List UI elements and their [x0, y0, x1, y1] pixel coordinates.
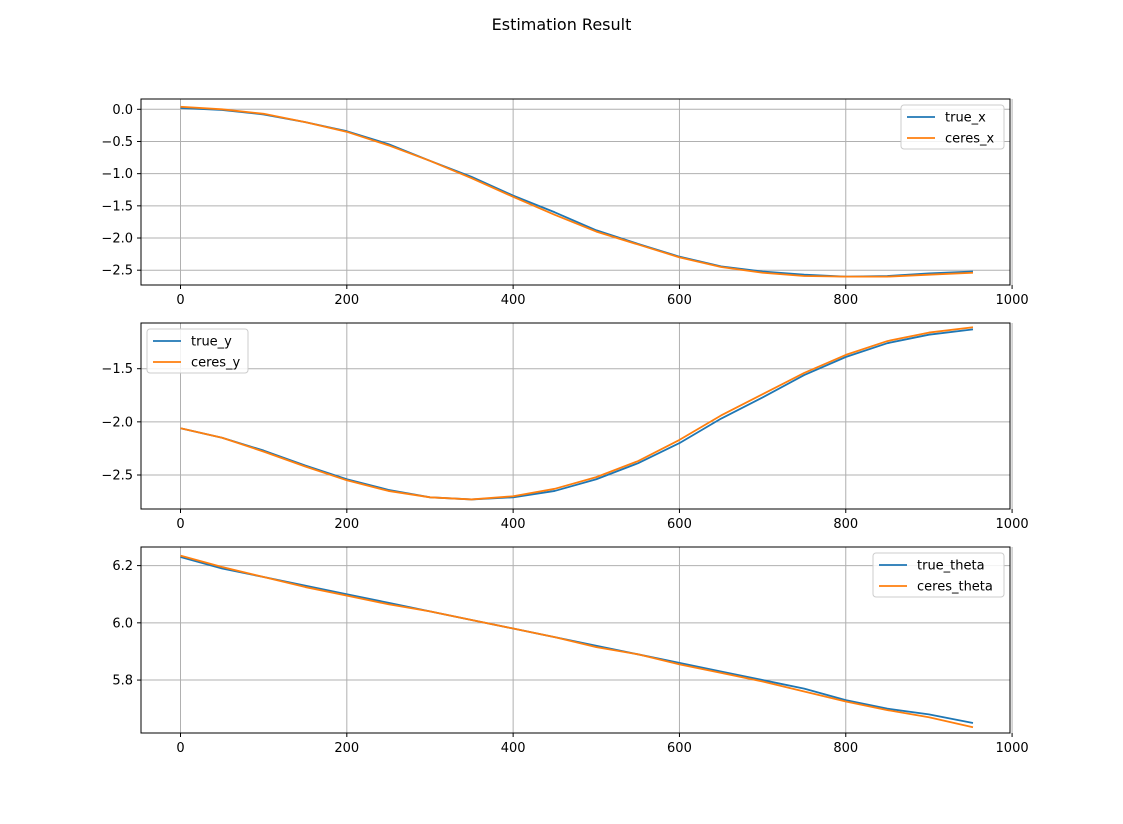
y-tick-label: −2.0 — [101, 415, 133, 430]
series-line-true_y — [180, 328, 974, 501]
y-tick-label: 5.8 — [112, 674, 133, 689]
y-tick-label: 0.0 — [112, 103, 133, 118]
series-line-ceres_y — [180, 326, 974, 501]
y-tick-label: −1.5 — [101, 199, 133, 214]
y-tick-label: −2.5 — [101, 264, 133, 279]
axes-frame — [140, 322, 1011, 510]
subplot-2: 0 200 400 600 800 1000 −1.5 −2.0 −2.5 true_yceres… — [101, 322, 1029, 532]
x-tick-label: 400 — [501, 741, 526, 756]
x-tick-label: 1000 — [996, 517, 1029, 532]
x-tick-label: 400 — [501, 293, 526, 308]
x-tick-label: 0 — [176, 293, 184, 308]
subplot-3: 0 200 400 600 800 1000 5.8 6.0 6.2 true_thetacere… — [112, 546, 1029, 756]
series-line-ceres_x — [180, 105, 974, 278]
legend-label: ceres_theta — [917, 580, 993, 595]
series-line-ceres_theta — [180, 554, 974, 729]
legend-label: true_x — [945, 111, 986, 126]
legend-label: ceres_y — [191, 356, 240, 371]
x-tick-label: 200 — [334, 517, 359, 532]
y-tick-label: −2.5 — [101, 468, 133, 483]
legend: true_x ceres_x — [900, 104, 1005, 150]
x-tick-label: 1000 — [996, 293, 1029, 308]
series-line-true_x — [180, 107, 974, 278]
y-tick-label: 6.0 — [112, 616, 133, 631]
y-tick-label: −0.5 — [101, 135, 133, 150]
legend: true_y ceres_y — [146, 328, 249, 374]
legend-label: true_y — [191, 335, 232, 350]
y-tick-label: −2.0 — [101, 232, 133, 247]
legend-label: true_theta — [917, 559, 985, 574]
y-tick-label: −1.0 — [101, 167, 133, 182]
axes-frame — [140, 98, 1011, 286]
x-tick-label: 200 — [334, 293, 359, 308]
subplot-1: 0 200 400 600 800 1000 0.0 −0.5 −1.0 −1.5 −2.0 −2.5… — [101, 98, 1029, 308]
x-tick-label: 600 — [667, 517, 692, 532]
x-tick-label: 600 — [667, 293, 692, 308]
axes-frame — [140, 546, 1011, 734]
x-tick-label: 800 — [833, 517, 858, 532]
x-tick-label: 1000 — [996, 741, 1029, 756]
figure-title: Estimation Result — [492, 15, 632, 34]
x-tick-label: 200 — [334, 741, 359, 756]
x-tick-label: 800 — [833, 741, 858, 756]
y-tick-label: 6.2 — [112, 559, 133, 574]
x-tick-label: 0 — [176, 741, 184, 756]
subplots: 0 200 400 600 800 1000 0.0 −0.5 −1.0 −1.5 −2.0 −2.5… — [101, 98, 1029, 756]
x-tick-label: 800 — [833, 293, 858, 308]
x-tick-label: 400 — [501, 517, 526, 532]
series-line-true_theta — [180, 556, 974, 724]
y-tick-label: −1.5 — [101, 362, 133, 377]
x-tick-label: 0 — [176, 517, 184, 532]
legend-label: ceres_x — [945, 132, 994, 147]
legend: true_theta ceres_theta — [872, 552, 1005, 598]
x-tick-label: 600 — [667, 741, 692, 756]
